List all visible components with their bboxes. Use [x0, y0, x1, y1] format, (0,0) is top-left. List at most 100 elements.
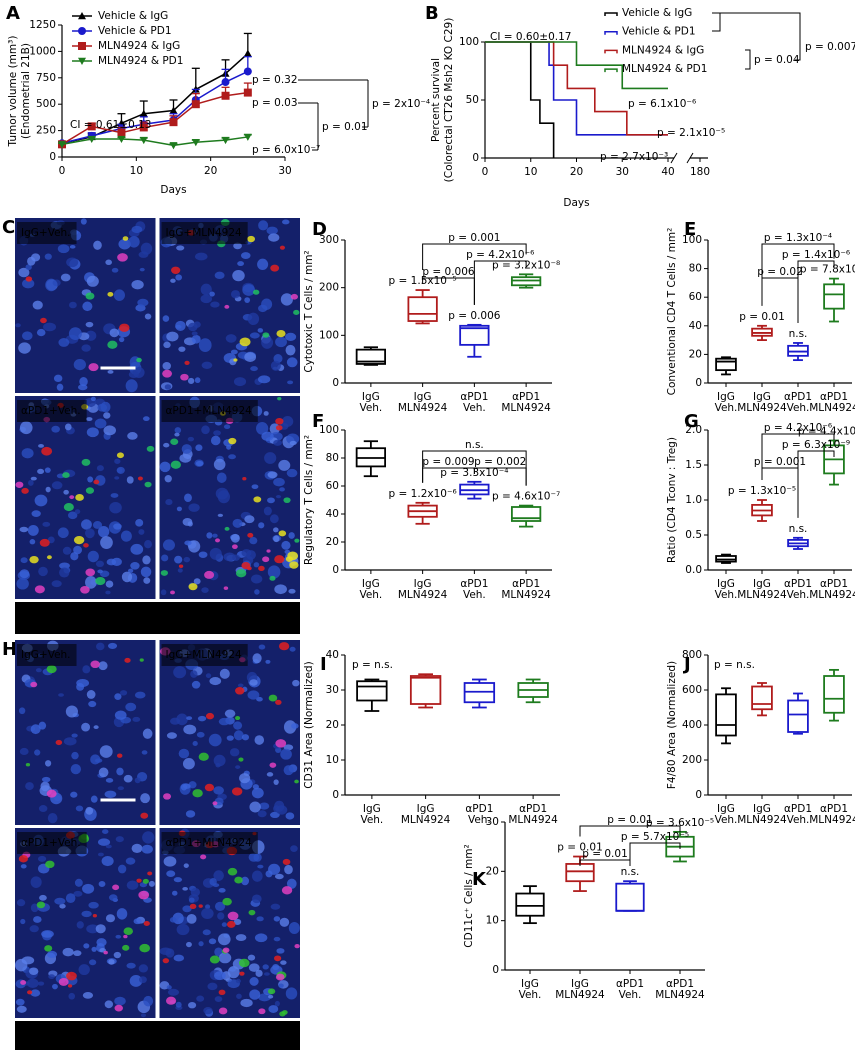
- stained-cell: [238, 757, 244, 762]
- cell: [82, 665, 91, 674]
- point-marker: [191, 139, 200, 147]
- point-marker: [87, 135, 96, 144]
- cell: [258, 375, 271, 384]
- cell: [205, 673, 212, 679]
- x-tick-label: 20: [204, 165, 217, 177]
- cell: [258, 522, 265, 529]
- y-tick-label: 40: [326, 508, 339, 520]
- cell: [18, 342, 31, 354]
- x-tick-label: MLN4924: [737, 402, 787, 414]
- cell: [198, 338, 212, 352]
- stained-cell: [235, 687, 245, 695]
- cell: [88, 700, 97, 708]
- y-tick-label: 0: [332, 377, 339, 389]
- cell: [130, 543, 144, 555]
- stained-cell: [218, 1007, 228, 1015]
- panel-letter: D: [312, 219, 327, 240]
- cell: [82, 883, 95, 894]
- cell: [37, 855, 47, 862]
- cell: [126, 962, 136, 969]
- stained-cell: [246, 566, 252, 571]
- cell: [63, 737, 77, 746]
- stained-cell: [139, 658, 144, 662]
- y-tick-label: 400: [682, 719, 702, 731]
- stained-cell: [103, 950, 108, 955]
- cell: [30, 989, 41, 997]
- stained-cell: [123, 934, 128, 939]
- y-tick-label: 20: [486, 865, 499, 877]
- cell: [188, 897, 195, 903]
- cell: [232, 270, 245, 282]
- stained-cell: [239, 971, 245, 976]
- cell: [219, 668, 230, 679]
- stained-cell: [92, 914, 97, 918]
- cell: [51, 580, 62, 588]
- cell: [175, 1001, 182, 1008]
- cell: [143, 995, 154, 1007]
- point-marker: [78, 42, 86, 50]
- box-label: p = 7.8x10⁻⁸: [800, 264, 855, 276]
- annotation-bracket: [712, 13, 721, 32]
- cell: [97, 838, 111, 846]
- x-tick-label: αPD1: [666, 978, 694, 990]
- cell: [223, 424, 231, 430]
- cell: [143, 577, 151, 584]
- cell: [203, 1007, 213, 1015]
- cell: [270, 811, 280, 819]
- x-tick-label: MLN4924: [401, 814, 451, 826]
- x-tick-label: IgG: [753, 391, 771, 403]
- cell: [214, 271, 225, 280]
- cell: [105, 580, 114, 588]
- cell: [191, 680, 201, 689]
- point-marker: [117, 128, 126, 137]
- stained-cell: [275, 699, 282, 705]
- cell: [105, 590, 111, 595]
- cell: [15, 998, 25, 1006]
- tile-label-bg: [161, 644, 248, 666]
- cell: [229, 748, 240, 757]
- stained-cell: [85, 487, 95, 494]
- cell: [43, 322, 57, 332]
- cell: [116, 767, 124, 776]
- cell: [188, 1001, 197, 1009]
- legend-line: [604, 12, 618, 16]
- cell: [65, 893, 76, 904]
- cell: [196, 731, 205, 738]
- cell: [207, 982, 218, 991]
- cell: [81, 722, 91, 732]
- cell: [254, 933, 268, 943]
- cell: [98, 880, 106, 888]
- y-tick-label: 0: [332, 789, 339, 801]
- box: [355, 348, 387, 365]
- annotation: CI = 0.61±0.13: [70, 119, 151, 131]
- cell: [103, 425, 116, 436]
- cell: [268, 1005, 279, 1013]
- cell: [288, 532, 295, 539]
- cell: [86, 275, 99, 287]
- stained-cell: [90, 660, 100, 669]
- cell: [20, 557, 28, 564]
- cell: [59, 567, 70, 578]
- cell: [139, 976, 147, 984]
- point-marker: [243, 133, 252, 141]
- cell: [105, 914, 116, 923]
- cell: [94, 758, 103, 763]
- stained-cell: [262, 332, 270, 338]
- cell: [70, 763, 82, 775]
- stained-cell: [69, 495, 75, 500]
- cell: [19, 747, 29, 756]
- stained-cell: [224, 526, 230, 531]
- cell: [266, 772, 274, 777]
- stained-cell: [122, 944, 130, 951]
- y-axis-label: (Endometrial 21B): [20, 43, 32, 139]
- cell: [209, 547, 222, 560]
- x-tick-label: MLN4924: [501, 402, 551, 414]
- cell: [233, 721, 243, 730]
- cell: [200, 283, 212, 296]
- cell: [114, 458, 121, 464]
- cell: [121, 571, 133, 583]
- cell: [97, 569, 103, 574]
- cell: [131, 225, 143, 234]
- cell: [259, 802, 270, 810]
